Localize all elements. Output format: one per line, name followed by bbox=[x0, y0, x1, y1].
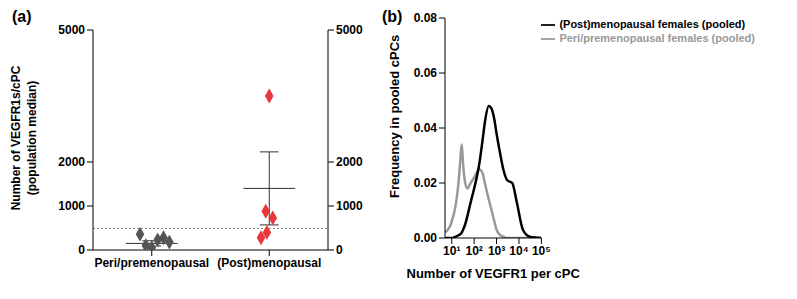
svg-text:5000: 5000 bbox=[336, 23, 363, 37]
svg-text:10³: 10³ bbox=[488, 244, 505, 258]
svg-text:10⁵: 10⁵ bbox=[532, 244, 551, 258]
svg-text:Number of VEGFR1 per cPC: Number of VEGFR1 per cPC bbox=[407, 266, 581, 281]
svg-text:2000: 2000 bbox=[58, 155, 85, 169]
svg-text:0.04: 0.04 bbox=[414, 121, 438, 135]
svg-text:Peri/premenopausal: Peri/premenopausal bbox=[94, 256, 209, 270]
svg-text:0.02: 0.02 bbox=[414, 176, 438, 190]
svg-text:0: 0 bbox=[78, 243, 85, 257]
html-text:(b): (b) bbox=[382, 8, 403, 25]
svg-text:10¹: 10¹ bbox=[443, 244, 460, 258]
html-text:Number of VEGFR1s/cPC: Number of VEGFR1s/cPC bbox=[9, 65, 23, 211]
html-text:(population median): (population median) bbox=[25, 80, 39, 196]
svg-text:0.08: 0.08 bbox=[414, 11, 438, 25]
svg-text:2000: 2000 bbox=[336, 155, 363, 169]
svg-text:1000: 1000 bbox=[336, 199, 363, 213]
svg-text:5000: 5000 bbox=[58, 23, 85, 37]
html-text:Peri/premenopausal females (po: Peri/premenopausal females (pooled) bbox=[559, 32, 755, 45]
svg-text:Frequency in pooled cPCs: Frequency in pooled cPCs bbox=[387, 35, 402, 198]
html-text:(Post)menopausal females (pool: (Post)menopausal females (pooled) bbox=[559, 18, 746, 30]
svg-text:10²: 10² bbox=[465, 244, 482, 258]
svg-text:10⁴: 10⁴ bbox=[509, 244, 528, 258]
svg-text:0.00: 0.00 bbox=[414, 231, 438, 245]
svg-text:0.06: 0.06 bbox=[414, 66, 438, 80]
svg-text:(Post)menopausal: (Post)menopausal bbox=[217, 256, 321, 270]
svg-text:0: 0 bbox=[336, 243, 343, 257]
html-text:(a): (a) bbox=[12, 8, 32, 25]
svg-text:1000: 1000 bbox=[58, 199, 85, 213]
